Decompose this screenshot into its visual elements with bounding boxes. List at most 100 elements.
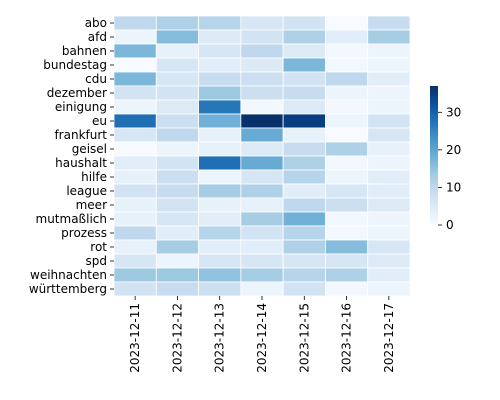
heatmap-cell bbox=[325, 183, 369, 199]
heatmap-cell bbox=[240, 141, 284, 157]
heatmap-cell bbox=[155, 155, 199, 171]
heatmap-cell bbox=[198, 183, 242, 199]
heatmap-cell bbox=[240, 29, 284, 45]
heatmap-cell bbox=[113, 43, 157, 59]
colorbar-tick-label: 30 bbox=[446, 105, 461, 119]
heatmap-cell bbox=[113, 239, 157, 255]
heatmap-cell bbox=[367, 57, 411, 73]
y-tick-label: württemberg bbox=[29, 282, 107, 296]
heatmap-cell bbox=[113, 71, 157, 87]
heatmap-cell bbox=[198, 239, 242, 255]
heatmap-cell bbox=[113, 113, 157, 129]
heatmap-cell bbox=[198, 113, 242, 129]
heatmap-cell bbox=[113, 281, 157, 297]
heatmap-cell bbox=[155, 57, 199, 73]
heatmap-cell bbox=[325, 267, 369, 283]
heatmap-cell bbox=[240, 43, 284, 59]
heatmap-cell bbox=[282, 225, 326, 241]
heatmap-cell bbox=[198, 225, 242, 241]
heatmap-cell bbox=[282, 267, 326, 283]
heatmap-cell bbox=[367, 239, 411, 255]
heatmap-cell bbox=[325, 127, 369, 143]
heatmap-cell bbox=[282, 197, 326, 213]
colorbar-gradient-bar bbox=[430, 86, 438, 225]
heatmap-cell bbox=[198, 169, 242, 185]
heatmap-cells bbox=[113, 15, 411, 297]
colorbar-tick-label: 10 bbox=[446, 180, 461, 194]
heatmap-cell bbox=[282, 71, 326, 87]
y-tick-label: prozess bbox=[61, 226, 107, 240]
heatmap-cell bbox=[367, 15, 411, 31]
heatmap-cell bbox=[155, 281, 199, 297]
y-tick-label: meer bbox=[76, 198, 107, 212]
heatmap-cell bbox=[155, 99, 199, 115]
heatmap-cell bbox=[113, 99, 157, 115]
y-tick-label: einigung bbox=[55, 100, 107, 114]
heatmap-cell bbox=[155, 225, 199, 241]
x-tick-label: 2023-12-14 bbox=[255, 303, 269, 373]
heatmap-cell bbox=[325, 253, 369, 269]
heatmap-cell bbox=[113, 85, 157, 101]
heatmap-cell bbox=[155, 141, 199, 157]
heatmap-cell bbox=[113, 57, 157, 73]
heatmap-cell bbox=[282, 113, 326, 129]
heatmap-cell bbox=[155, 43, 199, 59]
colorbar: 0 10 20 30 bbox=[430, 86, 461, 232]
heatmap-cell bbox=[198, 57, 242, 73]
heatmap-cell bbox=[367, 281, 411, 297]
x-tick-label: 2023-12-15 bbox=[297, 303, 311, 373]
heatmap-cell bbox=[240, 169, 284, 185]
heatmap-cell bbox=[240, 253, 284, 269]
heatmap-cell bbox=[325, 57, 369, 73]
heatmap-cell bbox=[113, 211, 157, 227]
heatmap-cell bbox=[367, 141, 411, 157]
heatmap-cell bbox=[325, 43, 369, 59]
heatmap-cell bbox=[325, 155, 369, 171]
heatmap-cell bbox=[240, 239, 284, 255]
y-tick-label: mutmaßlich bbox=[36, 212, 107, 226]
heatmap-cell bbox=[198, 85, 242, 101]
heatmap-cell bbox=[367, 253, 411, 269]
heatmap-cell bbox=[282, 15, 326, 31]
heatmap-cell bbox=[367, 197, 411, 213]
heatmap-cell bbox=[367, 183, 411, 199]
heatmap-cell bbox=[282, 183, 326, 199]
x-tick-label: 2023-12-16 bbox=[340, 303, 354, 373]
x-tick-label: 2023-12-13 bbox=[213, 303, 227, 373]
heatmap-cell bbox=[113, 253, 157, 269]
heatmap-cell bbox=[198, 43, 242, 59]
heatmap-cell bbox=[282, 141, 326, 157]
heatmap-cell bbox=[367, 29, 411, 45]
heatmap-cell bbox=[325, 71, 369, 87]
heatmap-cell bbox=[113, 183, 157, 199]
x-tick-label: 2023-12-17 bbox=[382, 303, 396, 373]
heatmap-cell bbox=[367, 43, 411, 59]
heatmap-cell bbox=[198, 211, 242, 227]
heatmap-cell bbox=[155, 113, 199, 129]
heatmap-cell bbox=[325, 141, 369, 157]
heatmap-cell bbox=[282, 281, 326, 297]
heatmap-cell bbox=[240, 155, 284, 171]
heatmap-cell bbox=[155, 169, 199, 185]
heatmap-cell bbox=[198, 197, 242, 213]
heatmap-cell bbox=[198, 29, 242, 45]
heatmap-cell bbox=[282, 57, 326, 73]
y-tick-label: hilfe bbox=[81, 170, 107, 184]
y-tick-label: bahnen bbox=[62, 44, 107, 58]
y-tick-label: haushalt bbox=[55, 156, 107, 170]
heatmap-cell bbox=[113, 267, 157, 283]
y-tick-label: cdu bbox=[85, 72, 107, 86]
heatmap-cell bbox=[198, 71, 242, 87]
heatmap-cell bbox=[240, 197, 284, 213]
heatmap-cell bbox=[198, 267, 242, 283]
heatmap-cell bbox=[113, 127, 157, 143]
heatmap-cell bbox=[155, 253, 199, 269]
heatmap-cell bbox=[198, 155, 242, 171]
y-tick-label: spd bbox=[86, 254, 108, 268]
y-tick-label: bundestag bbox=[43, 58, 107, 72]
heatmap-cell bbox=[282, 43, 326, 59]
heatmap-cell bbox=[155, 85, 199, 101]
heatmap-cell bbox=[155, 15, 199, 31]
